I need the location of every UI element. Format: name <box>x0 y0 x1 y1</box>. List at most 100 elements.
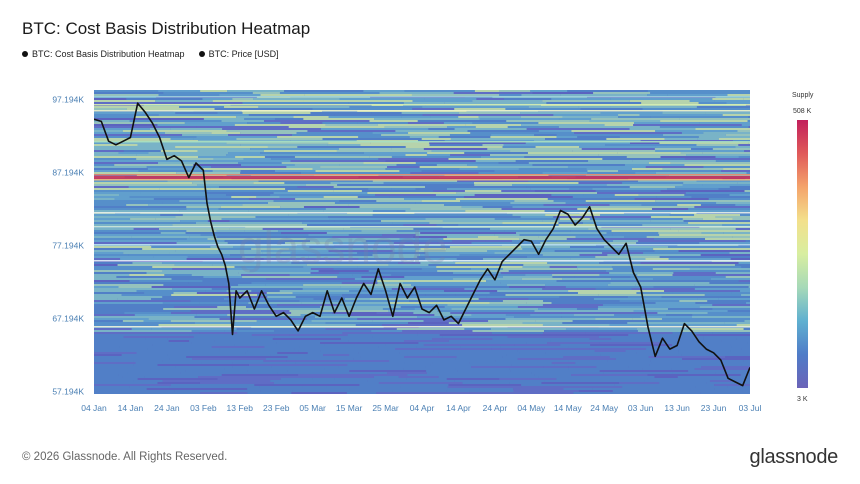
heatmap-cell <box>696 144 739 146</box>
heatmap-cell <box>307 352 359 354</box>
heatmap-cell <box>303 228 344 230</box>
heatmap-cell <box>303 118 375 120</box>
heatmap-cell <box>158 324 233 326</box>
heatmap-cell <box>94 214 161 216</box>
heatmap-cell <box>737 182 750 184</box>
legend-item-heatmap[interactable]: BTC: Cost Basis Distribution Heatmap <box>22 49 185 59</box>
heatmap-cell <box>499 90 531 92</box>
heatmap-cell <box>197 150 264 152</box>
heatmap-cell <box>94 336 124 338</box>
heatmap-cell <box>485 240 513 242</box>
heatmap-cell <box>469 362 552 364</box>
heatmap-cell <box>729 194 750 196</box>
heatmap-cell <box>551 362 576 364</box>
heatmap-cell <box>339 98 425 100</box>
heatmap-cell <box>200 234 309 236</box>
heatmap-cell <box>654 250 679 252</box>
heatmap-cell <box>545 286 566 288</box>
heatmap-cell <box>498 236 539 238</box>
heatmap-cell <box>437 310 535 312</box>
heatmap-cell <box>224 330 275 332</box>
heatmap-cell <box>175 366 233 368</box>
heatmap-cell <box>528 298 594 300</box>
heatmap-cell <box>588 160 633 162</box>
heatmap-cell <box>137 378 218 380</box>
heatmap-cell <box>678 352 750 354</box>
heatmap-cell <box>173 292 197 294</box>
heatmap-cell <box>511 364 555 366</box>
heatmap-cell <box>94 368 151 370</box>
heatmap-cell <box>605 144 667 146</box>
heatmap-cell <box>179 210 249 212</box>
heatmap-cell <box>490 154 599 156</box>
heatmap-cell <box>424 98 477 100</box>
heatmap-cell <box>447 126 476 128</box>
heatmap-cell <box>450 312 533 314</box>
heatmap-cell <box>543 204 610 206</box>
heatmap-cell <box>261 250 329 252</box>
heatmap-cell <box>94 224 128 226</box>
heatmap-cell <box>534 374 572 376</box>
heatmap-cell <box>472 330 545 332</box>
heatmap-cell <box>482 206 513 208</box>
heatmap-cell <box>415 250 488 252</box>
heatmap-cell <box>589 120 661 122</box>
heatmap-cell <box>142 248 220 250</box>
heatmap-cell <box>313 380 368 382</box>
x-tick-label: 15 Mar <box>336 403 363 413</box>
heatmap-cell <box>307 130 396 132</box>
legend-item-price[interactable]: BTC: Price [USD] <box>198 49 279 59</box>
heatmap-cell <box>450 138 546 140</box>
heatmap-cell <box>152 266 235 268</box>
footer-logo[interactable]: glassnode <box>749 446 839 468</box>
heatmap-cell <box>524 156 627 158</box>
heatmap-cell <box>193 164 242 166</box>
heatmap-cell <box>468 114 554 116</box>
heatmap-cell <box>358 352 400 354</box>
heatmap-cell <box>700 254 750 256</box>
heatmap-cell <box>716 202 750 204</box>
heatmap-cell <box>243 158 272 160</box>
heatmap-cell <box>534 134 557 136</box>
heatmap-cell <box>660 340 722 342</box>
heatmap-cell <box>305 184 338 186</box>
heatmap-cell <box>626 156 661 158</box>
heatmap-cell <box>213 158 244 160</box>
heatmap-cell <box>746 302 750 304</box>
heatmap-cell <box>495 360 569 362</box>
heatmap-cell <box>596 366 629 368</box>
heatmap-cell <box>517 350 557 352</box>
heatmap-cell <box>266 278 355 280</box>
heatmap-cell <box>655 130 738 132</box>
heatmap-cell <box>94 318 149 320</box>
heatmap-cell <box>696 334 750 336</box>
heatmap-cell <box>94 108 127 110</box>
heatmap-cell <box>660 156 716 158</box>
heatmap-cell <box>422 114 469 116</box>
heatmap-cell <box>94 286 119 288</box>
heatmap-cell <box>461 206 483 208</box>
heatmap-cell <box>679 300 708 302</box>
heatmap-cell <box>353 358 456 360</box>
heatmap-cell <box>748 126 750 128</box>
heatmap-cell <box>388 310 438 312</box>
heatmap-cell <box>538 236 576 238</box>
heatmap-cell <box>410 172 479 174</box>
heatmap-cell <box>199 284 239 286</box>
x-tick-label: 13 Feb <box>227 403 254 413</box>
heatmap-cell <box>634 198 709 200</box>
heatmap-cell <box>255 216 282 218</box>
heatmap-cell <box>740 374 750 376</box>
heatmap-cell <box>190 300 249 302</box>
heatmap-cell <box>248 302 302 304</box>
heatmap-cell <box>94 186 129 188</box>
heatmap-cell <box>236 116 294 118</box>
heatmap-cell <box>94 304 181 306</box>
heatmap-cell <box>726 102 750 104</box>
heatmap-cell <box>407 374 507 376</box>
heatmap-cell <box>505 294 599 296</box>
heatmap-cell <box>94 312 125 314</box>
heatmap-cell <box>94 354 122 356</box>
heatmap-cell <box>94 238 187 240</box>
